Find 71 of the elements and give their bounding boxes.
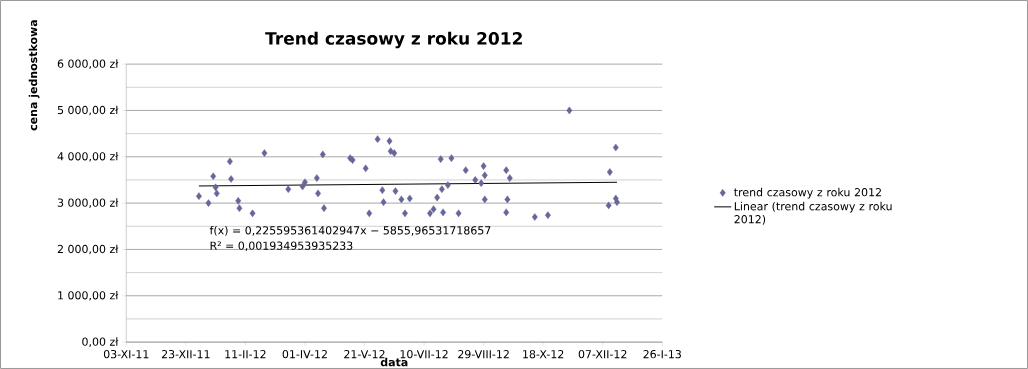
point xyxy=(566,106,573,115)
x-axis-title: data xyxy=(380,357,408,367)
point xyxy=(212,183,219,192)
x-tick-label: 18-X-12 xyxy=(523,349,564,359)
point xyxy=(444,181,451,189)
y-tick-label: 3 000,00 zł xyxy=(57,198,119,208)
point xyxy=(455,209,462,218)
point xyxy=(531,213,538,221)
point xyxy=(406,194,413,203)
x-tick-label: 07-XII-12 xyxy=(578,349,627,359)
legend-label: Linear (trend czasowy z roku 2012) xyxy=(734,201,892,225)
point xyxy=(478,179,485,187)
point xyxy=(362,164,369,173)
point xyxy=(605,201,612,210)
x-tick-label: 11-II-12 xyxy=(225,349,266,359)
legend-label: trend czasowy z roku 2012 xyxy=(734,187,881,199)
x-tick-label: 10-VII-12 xyxy=(400,349,448,359)
point xyxy=(249,209,256,218)
point xyxy=(503,166,510,175)
x-tick-label: 29-VIII-12 xyxy=(458,349,509,359)
point xyxy=(462,166,469,175)
y-axis-title: cena jednostkowa xyxy=(28,20,40,131)
x-tick-label: 23-XII-11 xyxy=(161,349,210,359)
point xyxy=(213,189,220,198)
chart-title: Trend czasowy z roku 2012 xyxy=(265,31,522,49)
point xyxy=(210,172,217,181)
point xyxy=(366,209,373,218)
point xyxy=(313,174,320,182)
point xyxy=(380,198,387,206)
point xyxy=(319,150,326,159)
x-tick-label: 03-XI-11 xyxy=(103,349,149,359)
point xyxy=(374,135,381,143)
point xyxy=(398,195,405,204)
y-tick-label: 4 000,00 zł xyxy=(57,151,119,162)
x-tick-label: 26-I-13 xyxy=(643,349,681,359)
point xyxy=(430,205,437,213)
point xyxy=(392,187,399,195)
x-tick-label: 21-V-12 xyxy=(344,349,385,359)
point xyxy=(480,162,487,170)
point xyxy=(205,199,212,207)
point xyxy=(472,176,479,184)
point xyxy=(437,155,444,163)
point xyxy=(228,175,234,183)
point xyxy=(545,211,551,219)
point xyxy=(434,193,441,202)
annotation: f(x) = 0,225595361402947x − 5855,96531718657 xyxy=(209,226,491,236)
point xyxy=(448,154,455,162)
point xyxy=(391,149,398,157)
point xyxy=(506,174,513,182)
y-tick-label: 2 000,00 zł xyxy=(57,244,119,255)
x-tick-label: 01-IV-12 xyxy=(282,349,327,359)
point xyxy=(612,143,619,152)
y-tick-label: 1 000,00 zł xyxy=(58,290,119,301)
point xyxy=(386,137,393,145)
point xyxy=(196,192,202,200)
y-tick-label: 0,00 zł xyxy=(82,337,119,347)
y-tick-label: 6 000,00 zł xyxy=(57,59,119,69)
point xyxy=(614,198,620,206)
point xyxy=(236,204,243,213)
annotation: R² = 0,001934953935233 xyxy=(210,241,353,251)
y-tick-label: 5 000,00 zł xyxy=(57,105,119,116)
point xyxy=(606,168,613,176)
point xyxy=(285,185,292,194)
point xyxy=(299,182,306,191)
point xyxy=(261,149,268,157)
point xyxy=(481,171,488,180)
point xyxy=(235,197,242,205)
point xyxy=(504,195,511,204)
point xyxy=(379,186,386,194)
point xyxy=(503,208,510,217)
point xyxy=(481,195,488,204)
